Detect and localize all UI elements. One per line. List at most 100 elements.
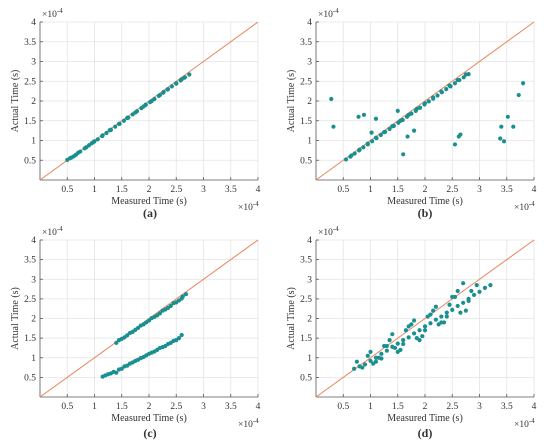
data-point [179,332,184,338]
data-point [89,141,94,146]
panel-label: (a) [143,206,157,220]
x-tick-label: 3.5 [501,402,513,412]
data-point [133,110,138,115]
data-point [133,327,138,332]
x-exponent-base: ×10 [238,420,253,430]
data-point [422,328,428,333]
data-point [171,301,176,306]
y-axis-label: Actual Time (s) [10,70,21,133]
x-tick-label: 0.5 [61,185,73,195]
data-point [157,92,162,98]
y-exponent-power: -4 [333,7,339,15]
x-tick-label: 1 [92,185,97,195]
y-axis-label: Actual Time (s) [286,287,297,350]
x-tick-label: 2 [423,185,428,195]
data-point [417,105,423,110]
data-point [141,354,146,360]
data-point [469,288,474,294]
y-exponent-base: ×10 [318,228,333,238]
data-point [392,345,398,351]
data-point [511,124,516,129]
data-point [382,130,387,135]
data-point [428,321,433,326]
data-point [95,137,100,142]
data-point [461,300,466,305]
y-tick-label: 2 [31,315,36,325]
reference-line [315,239,535,398]
data-point [439,314,444,319]
y-exponent-power: -4 [333,225,339,233]
x-tick-label: 1.5 [116,185,128,195]
x-tick-label: 0.5 [61,402,73,412]
data-point [187,72,192,77]
y-tick-label: 4 [307,236,312,246]
data-point [76,150,81,155]
data-point [373,135,379,140]
x-tick-label: 1.5 [392,402,404,412]
data-point [155,313,160,318]
data-point [417,337,422,343]
data-point [406,112,411,117]
data-point [143,102,148,107]
data-point [387,126,392,132]
x-tick-label: 1.5 [392,185,404,195]
x-exponent: ×10-4 [238,200,259,213]
data-point [84,145,89,150]
data-point [401,337,406,343]
data-point [420,334,425,339]
data-point [329,96,334,102]
x-exponent-power: -4 [253,417,259,425]
data-point [365,353,370,358]
data-point [412,128,417,133]
data-point [114,340,119,345]
data-point [458,132,463,137]
x-tick-label: 4 [532,402,537,412]
data-point [113,124,118,129]
data-point [119,366,124,371]
y-exponent-power: -4 [57,7,63,15]
x-tick-label: 2 [147,402,152,412]
data-point [433,304,438,309]
x-tick-label: 2.5 [170,402,182,412]
data-point [149,98,154,104]
data-point [422,324,428,329]
data-point [431,308,436,313]
data-point [165,87,171,92]
data-point [349,153,354,158]
data-point [401,152,406,157]
x-tick-label: 3.5 [225,402,237,412]
y-exponent-base: ×10 [318,10,333,20]
data-point [390,124,395,129]
data-point [521,81,526,86]
data-point [482,285,488,290]
data-point [471,292,477,298]
data-point [365,141,370,146]
x-exponent-power: -4 [529,200,535,208]
x-tick-label: 0.5 [337,185,349,195]
x-tick-label: 2 [423,402,428,412]
y-axis-label: Actual Time (s) [10,287,21,350]
data-point [108,371,113,376]
y-tick-label: 2.5 [24,295,36,305]
x-tick-label: 3 [477,402,482,412]
data-point [505,114,510,119]
data-point [406,335,411,340]
data-point [452,81,458,86]
data-point [431,95,436,100]
y-tick-label: 3.5 [24,38,36,48]
data-point [501,139,507,144]
x-axis-label: Measured Time (s) [387,196,463,207]
y-tick-label: 2.5 [300,295,312,305]
x-tick-label: 3.5 [501,185,513,195]
x-tick-label: 3 [477,185,482,195]
data-point [362,362,368,367]
data-point [179,77,184,82]
data-point [168,340,173,345]
y-tick-label: 0.5 [24,156,36,166]
y-tick-label: 3.5 [300,38,312,48]
x-exponent-base: ×10 [514,203,529,213]
data-point [498,136,503,141]
panel-label: (b) [418,206,433,220]
y-tick-label: 1 [307,354,312,364]
x-tick-label: 2 [147,185,152,195]
